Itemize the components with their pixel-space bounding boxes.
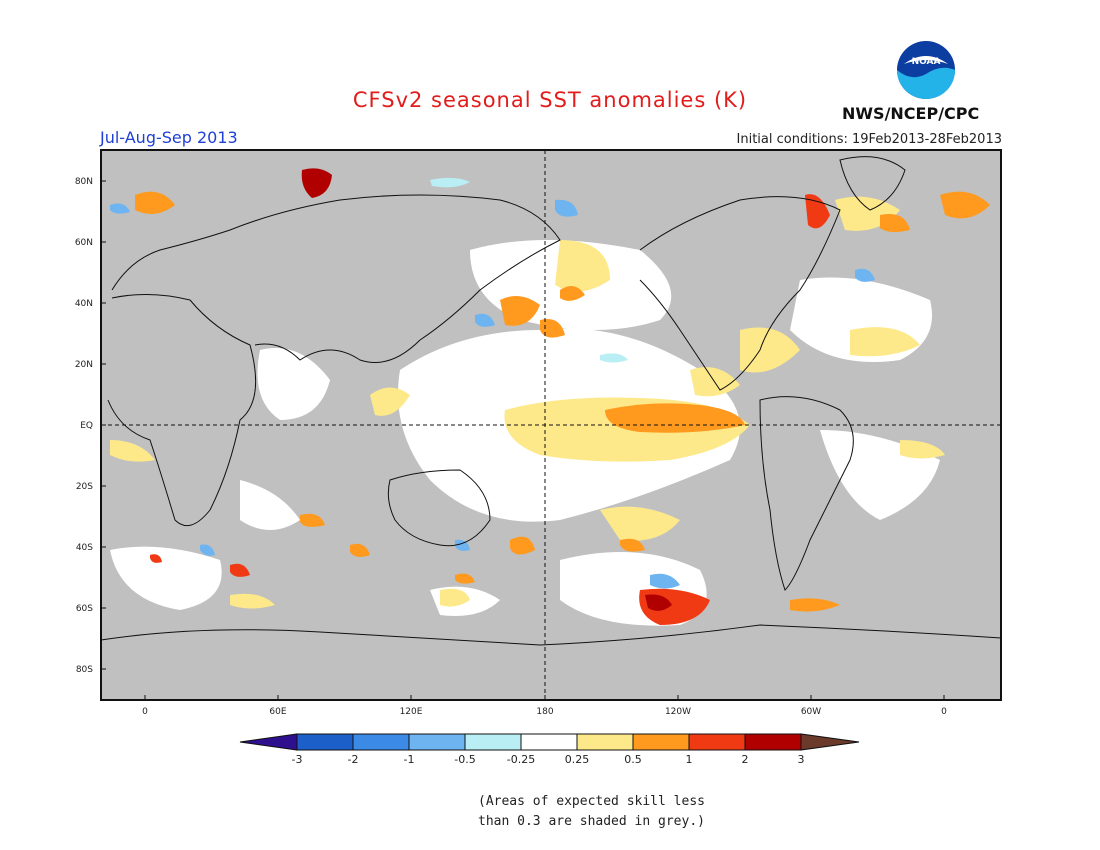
lat-label: 80S: [76, 665, 93, 675]
colorbar-tick-label: -2: [348, 753, 359, 766]
coastlines: [100, 156, 1002, 646]
lon-label: 120W: [665, 707, 691, 717]
lon-label: 0: [941, 707, 947, 717]
colorbar-arrow-right: [800, 733, 860, 751]
cold-anomaly-weak: [430, 177, 628, 363]
lat-label: 20N: [75, 360, 93, 370]
colorbar-swatch: [576, 733, 634, 751]
colorbar-swatch: [688, 733, 746, 751]
lat-label: 60S: [76, 604, 93, 614]
longitude-labels: 0 60E 120E 180 120W 60W 0: [142, 695, 947, 717]
logo-text: NOAA: [912, 57, 941, 67]
colorbar-swatch: [408, 733, 466, 751]
colorbar-swatch: [744, 733, 802, 751]
colorbar-tick-label: 3: [798, 753, 805, 766]
colorbar-arrow-left: [239, 733, 298, 751]
initial-conditions-label: Initial conditions: 19Feb2013-28Feb2013: [736, 132, 1002, 147]
colorbar-swatch: [296, 733, 354, 751]
colorbar-tick-label: 0.5: [624, 753, 642, 766]
colorbar-swatch: [632, 733, 690, 751]
lat-label: EQ: [80, 421, 93, 431]
colorbar-tick-label: 2: [742, 753, 749, 766]
colorbar-tick-label: -0.5: [454, 753, 475, 766]
colorbar-swatch: [520, 733, 578, 751]
colorbar-swatch: [352, 733, 410, 751]
lat-label: 20S: [76, 482, 93, 492]
lat-label: 80N: [75, 177, 93, 187]
colorbar-swatch: [464, 733, 522, 751]
cold-anomaly: [110, 199, 875, 589]
lat-label: 40N: [75, 299, 93, 309]
lat-label: 40S: [76, 543, 93, 553]
agency-label: NWS/NCEP/CPC: [842, 104, 980, 123]
colorbar: -3 -2 -1 -0.5 -0.25 0.25 0.5 1 2 3: [239, 733, 860, 766]
map-title: CFSv2 seasonal SST anomalies (K): [352, 88, 748, 112]
colorbar-tick-label: 0.25: [565, 753, 590, 766]
lon-label: 120E: [400, 707, 423, 717]
colorbar-tick-label: -3: [292, 753, 303, 766]
colorbar-tick-label: 1: [686, 753, 693, 766]
lon-label: 180: [536, 707, 553, 717]
latitude-labels: 80N 60N 40N 20N EQ 20S 40S 60S 80S: [75, 177, 106, 675]
lon-label: 60E: [269, 707, 286, 717]
season-label: Jul-Aug-Sep 2013: [100, 128, 238, 147]
lon-label: 60W: [801, 707, 821, 717]
lon-label: 0: [142, 707, 148, 717]
colorbar-tick-label: -0.25: [507, 753, 535, 766]
colorbar-tick-label: -1: [404, 753, 415, 766]
warm-anomaly-moderate: [135, 191, 990, 612]
noaa-logo: NOAA: [896, 40, 956, 100]
skill-note-line1: (Areas of expected skill less: [478, 794, 705, 809]
lat-label: 60N: [75, 238, 93, 248]
skill-note-line2: than 0.3 are shaded in grey.): [478, 814, 705, 829]
warm-anomaly-extreme: [301, 168, 672, 611]
skill-note: (Areas of expected skill less than 0.3 a…: [478, 792, 705, 832]
